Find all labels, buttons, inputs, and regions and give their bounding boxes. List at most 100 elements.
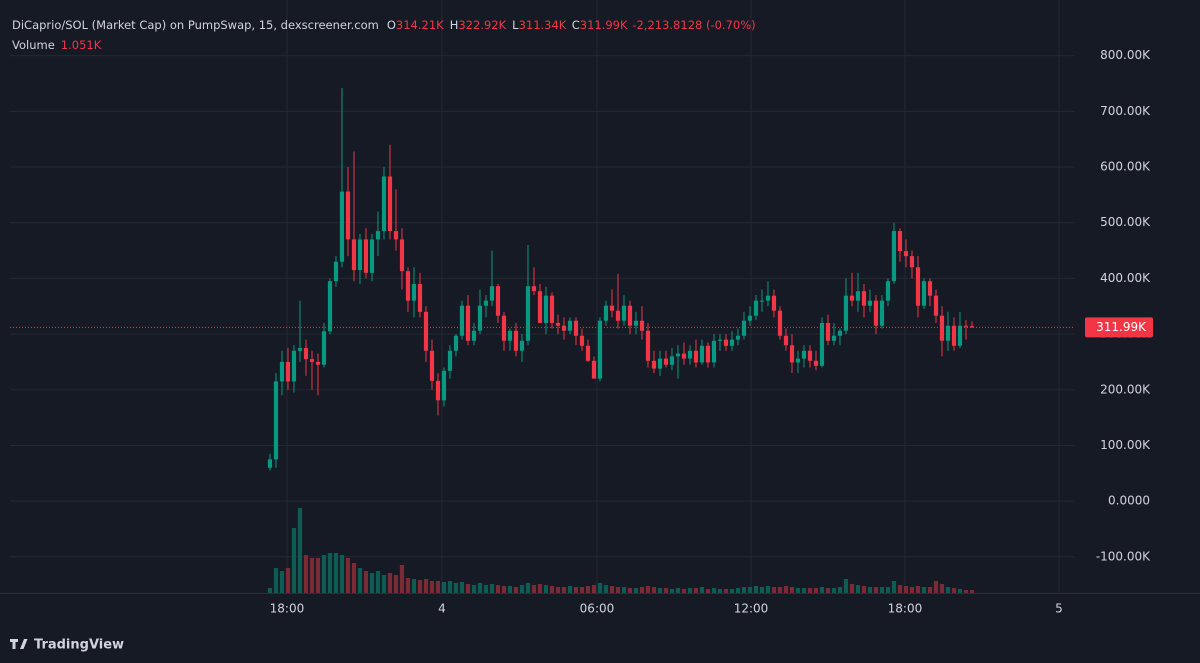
volume-bar: [651, 587, 657, 593]
candle-body: [351, 239, 357, 271]
axes: 800.00K700.00K600.00K500.00K400.00K300.0…: [0, 48, 1200, 616]
candle-body: [645, 330, 651, 361]
candle-body: [345, 191, 351, 240]
volume-bar: [393, 575, 399, 593]
volume-bar: [525, 583, 531, 593]
candle-body: [585, 345, 591, 361]
volume-bar: [621, 587, 627, 593]
volume-bar: [399, 565, 405, 593]
candle-body: [843, 295, 849, 331]
volume-bar: [831, 588, 837, 593]
volume-bar: [771, 587, 777, 593]
y-tick-label: 700.00K: [1100, 104, 1151, 118]
candle-body: [807, 350, 813, 361]
candle-body: [795, 358, 801, 363]
volume-bar: [861, 586, 867, 593]
candle-body: [603, 305, 609, 321]
candle-body: [423, 311, 429, 351]
volume-bar: [729, 589, 735, 593]
candle-body: [711, 340, 717, 363]
candle-body: [615, 310, 621, 321]
candle-body: [597, 320, 603, 379]
volume-bar: [867, 587, 873, 593]
candle-body: [363, 239, 369, 273]
candle-body: [723, 339, 729, 346]
candle-body: [303, 348, 309, 360]
candle-body: [291, 350, 297, 382]
candle-body: [753, 300, 759, 316]
candle-body: [927, 281, 933, 296]
volume-bar: [849, 584, 855, 593]
candle-body: [771, 295, 777, 311]
candle-body: [549, 295, 555, 323]
volume-bar: [285, 568, 291, 593]
volume-bar: [513, 587, 519, 593]
candle-body: [387, 176, 393, 232]
candle-body: [717, 339, 723, 341]
candle-body: [309, 359, 315, 362]
candle-body: [417, 283, 423, 312]
volume-bar: [459, 582, 465, 593]
volume-bar: [687, 588, 693, 593]
candle-body: [939, 315, 945, 341]
price-tag: [1085, 317, 1153, 338]
brand-icon: [10, 639, 28, 649]
candle-body: [747, 315, 753, 321]
candle-body: [663, 358, 669, 365]
candle-body: [891, 231, 897, 282]
candle-body: [471, 330, 477, 341]
volume-bar: [345, 558, 351, 593]
volume-bar: [537, 584, 543, 593]
volume-bar: [717, 589, 723, 593]
candle-body: [801, 350, 807, 359]
candle-body: [357, 239, 363, 271]
volume-bar: [267, 588, 273, 593]
candle-body: [621, 305, 627, 321]
candle-body: [513, 330, 519, 351]
candle-body: [693, 350, 699, 363]
volume-bar: [333, 553, 339, 593]
candle-body: [531, 286, 537, 292]
candle-body: [411, 283, 417, 301]
candle-body: [951, 325, 957, 346]
candle-body: [855, 291, 861, 301]
volume-bar: [765, 586, 771, 593]
volume-bar: [429, 581, 435, 593]
y-tick-label: 800.00K: [1100, 48, 1151, 62]
volume-bar: [909, 587, 915, 593]
candle-body: [687, 350, 693, 359]
change: -2,213.8128 (-0.70%): [632, 18, 755, 32]
candle-body: [945, 325, 951, 341]
candle-body: [279, 361, 285, 382]
y-tick-label: 100.00K: [1100, 438, 1151, 452]
volume-bar: [519, 585, 525, 593]
volume-bar: [435, 581, 441, 593]
candle-body: [921, 281, 927, 306]
candle-body: [909, 256, 915, 268]
candle-body: [873, 300, 879, 326]
volume-bar: [627, 588, 633, 593]
volume-bar: [363, 571, 369, 593]
volume-bar: [531, 585, 537, 593]
volume-bar: [543, 585, 549, 593]
candle-body: [267, 459, 273, 468]
chart-title: DiCaprio/SOL (Market Cap) on PumpSwap, 1…: [12, 18, 379, 32]
volume-bar: [711, 588, 717, 593]
volume-bar: [843, 579, 849, 593]
candles: [267, 87, 975, 471]
volume-bar: [465, 584, 471, 593]
candle-body: [813, 360, 819, 366]
volume-bar: [573, 587, 579, 593]
candle-body: [333, 261, 339, 282]
candle-body: [849, 295, 855, 301]
candle-body: [315, 361, 321, 365]
volume-bar: [813, 588, 819, 593]
volume-bar: [741, 587, 747, 593]
volume-bar: [885, 587, 891, 593]
volume-pane: [267, 508, 975, 593]
candle-body: [327, 281, 333, 332]
volume-bar: [957, 589, 963, 593]
volume-bar: [417, 580, 423, 593]
candle-body: [759, 300, 765, 302]
